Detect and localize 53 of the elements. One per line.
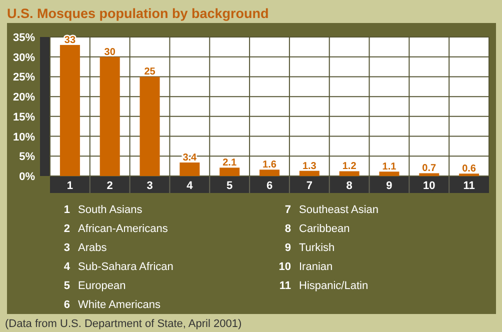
text: Sub-Sahara African — [78, 261, 174, 273]
text: (Data from U.S. Department of State, April 2001) — [5, 318, 242, 330]
data-label: 30 — [104, 46, 116, 58]
x-tick-label: 6 — [266, 180, 273, 192]
y-tick-label: 20% — [12, 92, 36, 104]
x-tick-label: 2 — [106, 180, 113, 192]
chart-title: U.S. Mosques population by background — [7, 6, 269, 21]
category-label: 5 — [64, 280, 70, 292]
data-label: 25 — [144, 66, 156, 78]
y-tick-label: 10% — [12, 131, 36, 144]
data-label: 1.3 — [302, 160, 317, 172]
category-label: 11 — [279, 280, 291, 292]
x-tick-label: 11 — [463, 180, 475, 192]
text: European — [78, 280, 126, 292]
x-tick-label: 7 — [306, 180, 312, 192]
text: Caribbean — [299, 223, 350, 235]
y-tick-label: 5% — [19, 151, 36, 164]
y-tick-label: 25% — [12, 72, 36, 84]
category-label: 8 — [284, 223, 291, 235]
category-label: 9 — [284, 242, 291, 254]
text: Hispanic/Latin — [299, 280, 368, 292]
data-label: 33 — [64, 34, 76, 46]
category-label: 7 — [284, 204, 291, 216]
y-tick-label: 15% — [12, 111, 36, 124]
category-label: 6 — [64, 299, 70, 311]
text: White Americans — [78, 299, 162, 311]
data-label: 1.2 — [342, 161, 357, 172]
y-tick-label: 0% — [19, 171, 36, 183]
data-label: 0.7 — [422, 163, 437, 174]
text: South Asians — [78, 204, 143, 216]
text: Arabs — [78, 242, 108, 254]
text: Iranian — [299, 261, 333, 273]
x-tick-label: 9 — [386, 180, 392, 192]
x-tick-label: 4 — [186, 180, 194, 192]
category-label: 3 — [64, 242, 70, 254]
category-label: 1 — [64, 204, 70, 216]
y-tick-label: 35% — [12, 32, 36, 44]
x-tick-label: 1 — [66, 180, 74, 192]
data-label: 1.6 — [262, 160, 277, 171]
x-tick-label: 5 — [226, 180, 233, 192]
text: Turkish — [299, 242, 335, 254]
x-tick-label: 10 — [423, 180, 436, 192]
data-label: 0.6 — [462, 164, 476, 175]
category-label: 4 — [64, 261, 70, 273]
category-label: 10 — [278, 261, 291, 273]
y-tick-label: 30% — [12, 52, 36, 64]
text: Southeast Asian — [299, 204, 379, 216]
x-tick-label: 8 — [346, 180, 352, 192]
data-label: 1.1 — [382, 162, 397, 173]
x-tick-label: 3 — [146, 180, 153, 192]
data-label: 2.1 — [222, 158, 237, 169]
text: African-Americans — [78, 223, 168, 235]
category-label: 2 — [64, 223, 70, 235]
